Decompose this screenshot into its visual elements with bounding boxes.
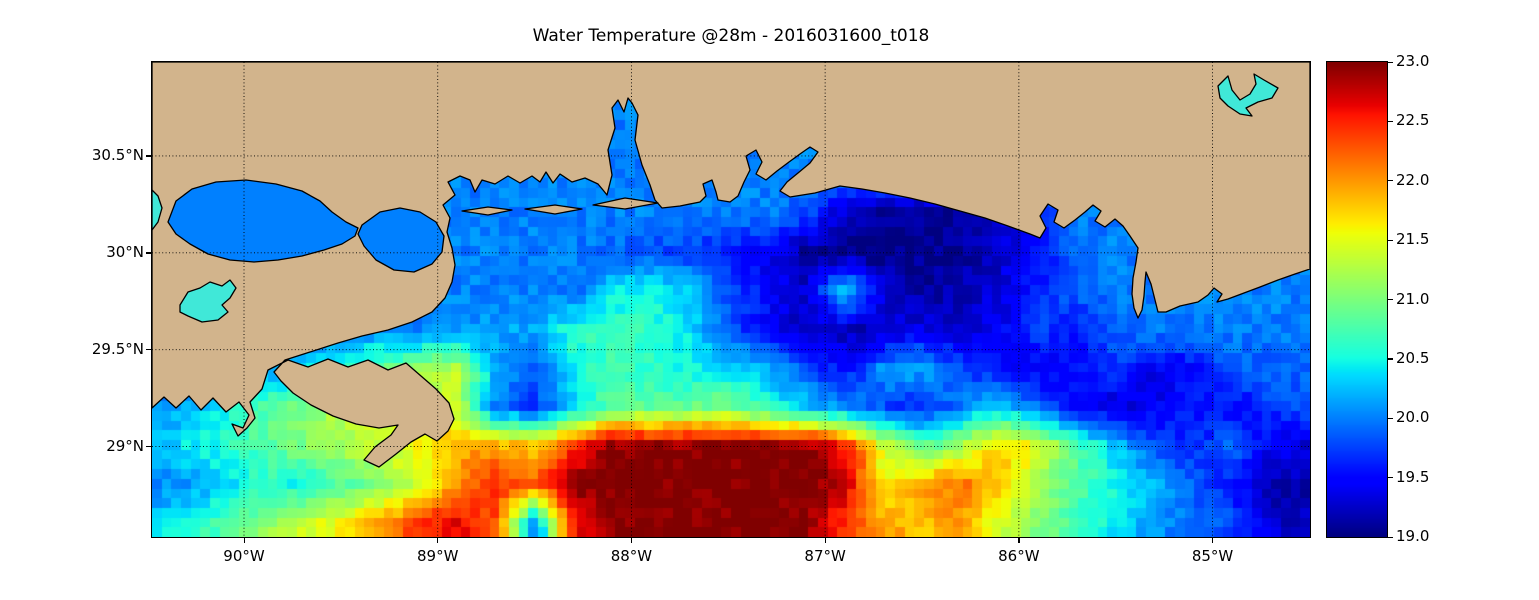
colorbar-tick-label: 22.5: [1396, 111, 1430, 130]
y-tick-label: 29.5°N: [91, 339, 144, 358]
axis-tick-mark: [243, 538, 245, 543]
x-tick-label: 90°W: [223, 547, 265, 565]
axis-tick-mark: [1388, 477, 1393, 479]
mainland-landmass: [152, 62, 1310, 468]
colorbar-tick-label: 19.5: [1396, 467, 1430, 486]
colorbar-tick-label: 19.0: [1396, 527, 1430, 545]
axis-tick-mark: [146, 252, 151, 254]
inland-lake: [167, 179, 359, 263]
colorbar-tick-label: 22.0: [1396, 170, 1430, 189]
x-tick-label: 85°W: [1191, 547, 1234, 565]
inland-lake: [357, 207, 445, 273]
colorbar-tick-label: 20.5: [1396, 348, 1430, 367]
axis-tick-mark: [437, 538, 439, 543]
axis-tick-mark: [1388, 536, 1393, 538]
axis-tick-mark: [146, 155, 151, 157]
small-lake: [1217, 73, 1279, 117]
axis-tick-mark: [1212, 538, 1214, 543]
axis-tick-mark: [824, 538, 826, 543]
barrier-island: [592, 197, 659, 210]
map-plot: [151, 61, 1311, 538]
plot-title: Water Temperature @28m - 2016031600_t018: [532, 26, 930, 46]
axis-tick-mark: [1388, 417, 1393, 419]
barrier-island: [524, 204, 583, 215]
axis-tick-mark: [1388, 239, 1393, 241]
x-tick-label: 89°W: [417, 547, 459, 565]
y-tick-label: 29°N: [106, 436, 144, 455]
y-tick-label: 30.5°N: [91, 145, 144, 164]
barrier-island: [461, 206, 513, 216]
axis-tick-mark: [1388, 61, 1393, 63]
small-lake: [179, 279, 237, 323]
colorbar-tick-label: 21.0: [1396, 289, 1430, 308]
axis-tick-mark: [1018, 538, 1020, 543]
coastline-overlay: [152, 62, 1310, 537]
colorbar-tick-label: 20.0: [1396, 408, 1430, 427]
colorbar-tick-label: 23.0: [1396, 52, 1430, 70]
colorbar-tick-label: 21.5: [1396, 230, 1430, 249]
x-tick-label: 86°W: [998, 547, 1040, 565]
axis-tick-mark: [630, 538, 633, 543]
colorbar-gradient-canvas: [1327, 62, 1387, 537]
axis-tick-mark: [1388, 299, 1393, 301]
colorbar: [1326, 61, 1388, 538]
axis-tick-mark: [1388, 358, 1393, 360]
small-lake: [152, 189, 163, 231]
y-tick-label: 30°N: [106, 242, 144, 261]
x-tick-label: 87°W: [804, 547, 846, 565]
x-tick-label: 88°W: [610, 547, 653, 565]
axis-tick-mark: [1388, 120, 1393, 123]
axis-tick-mark: [146, 349, 151, 351]
axis-tick-mark: [1388, 180, 1393, 182]
axis-tick-mark: [146, 446, 151, 448]
